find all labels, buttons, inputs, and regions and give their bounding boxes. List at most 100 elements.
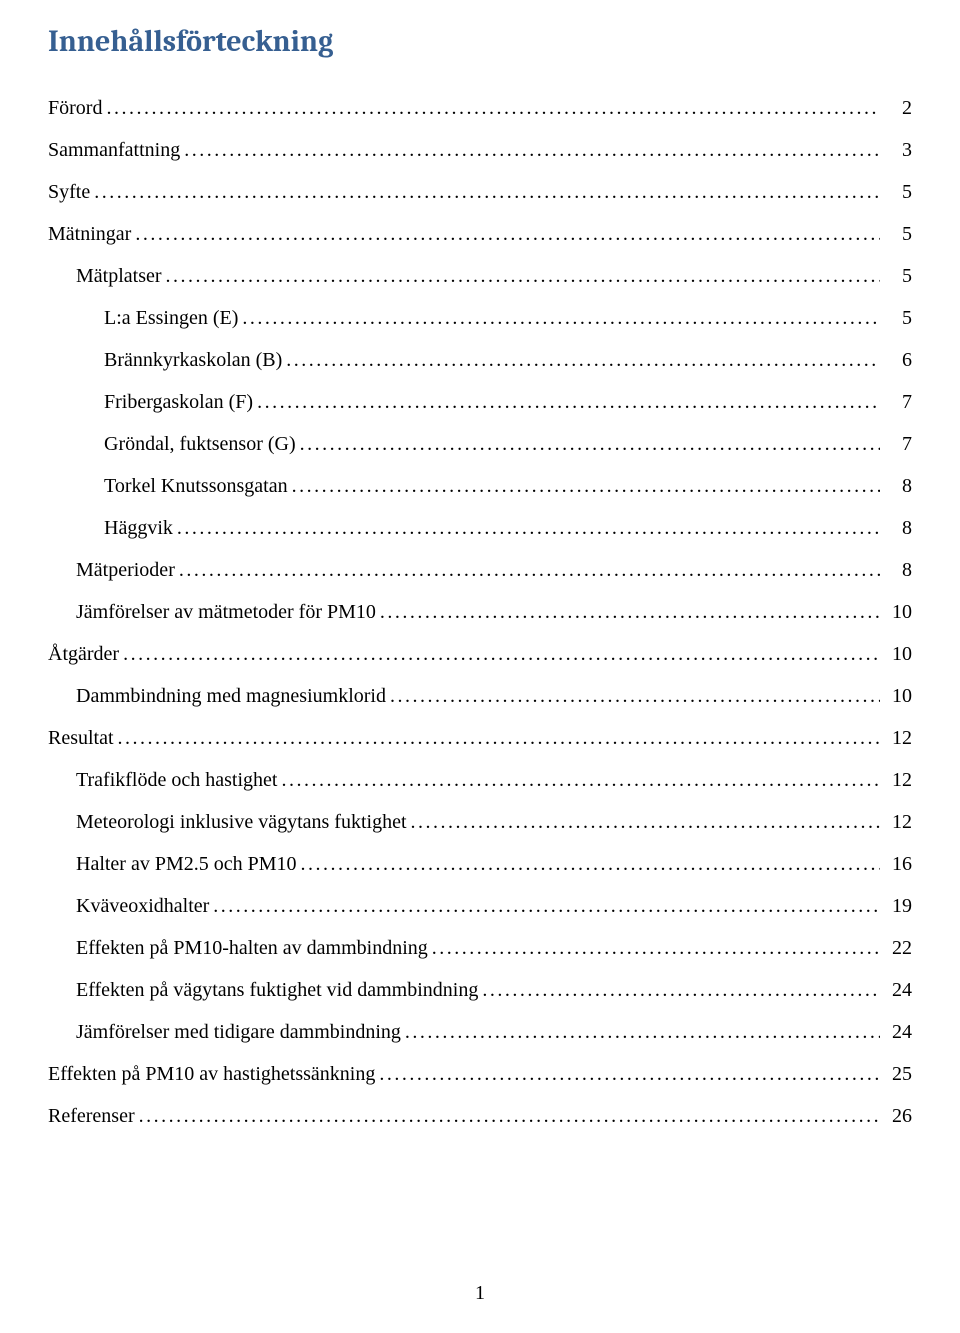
toc-label: Jämförelser av mätmetoder för PM10 [76, 591, 376, 633]
toc-leader [301, 843, 880, 885]
toc-page: 24 [884, 969, 912, 1011]
toc-label: Häggvik [104, 507, 173, 549]
toc-row[interactable]: Kväveoxidhalter19 [48, 885, 912, 927]
toc-leader [242, 297, 880, 339]
toc-page: 26 [884, 1095, 912, 1137]
toc-row[interactable]: Sammanfattning 3 [48, 129, 912, 171]
toc-leader [380, 591, 880, 633]
toc-row[interactable]: L:a Essingen (E) 5 [48, 297, 912, 339]
toc-leader [184, 129, 880, 171]
toc-page: 5 [884, 255, 912, 297]
toc-page: 16 [884, 843, 912, 885]
toc-page: 6 [884, 339, 912, 381]
toc-leader [482, 969, 880, 1011]
toc-label: Åtgärder [48, 633, 119, 675]
toc-label: Effekten på vägytans fuktighet vid dammb… [76, 969, 478, 1011]
toc-label: Meteorologi inklusive vägytans fuktighet [76, 801, 407, 843]
toc-page: 5 [884, 297, 912, 339]
toc-leader [292, 465, 880, 507]
toc-label: Fribergaskolan (F) [104, 381, 253, 423]
toc-label: Halter av PM2.5 och PM10 [76, 843, 297, 885]
toc-page: 12 [884, 717, 912, 759]
toc-leader [135, 213, 880, 255]
toc-page: 12 [884, 759, 912, 801]
toc-row[interactable]: Mätplatser 5 [48, 255, 912, 297]
toc-label: Trafikflöde och hastighet [76, 759, 277, 801]
toc-leader [139, 1095, 880, 1137]
toc-label: Mätplatser [76, 255, 162, 297]
toc-page: 10 [884, 675, 912, 717]
toc-label: Gröndal, fuktsensor (G) [104, 423, 296, 465]
toc-page: 2 [884, 87, 912, 129]
toc-label: Resultat [48, 717, 114, 759]
toc-row[interactable]: Dammbindning med magnesiumklorid 10 [48, 675, 912, 717]
toc-page: 3 [884, 129, 912, 171]
toc-leader [257, 381, 880, 423]
toc-row[interactable]: Effekten på PM10-halten av dammbindning 2… [48, 927, 912, 969]
toc-leader [281, 759, 880, 801]
toc-row[interactable]: Referenser 26 [48, 1095, 912, 1137]
toc-leader [379, 1053, 880, 1095]
toc-page: 8 [884, 507, 912, 549]
page-number: 1 [0, 1282, 960, 1305]
toc-page: 25 [884, 1053, 912, 1095]
toc-row[interactable]: Meteorologi inklusive vägytans fuktighet… [48, 801, 912, 843]
toc-row[interactable]: Syfte 5 [48, 171, 912, 213]
toc-leader [177, 507, 880, 549]
toc-page: 10 [884, 591, 912, 633]
toc-page: 12 [884, 801, 912, 843]
toc-row[interactable]: Torkel Knutssonsgatan 8 [48, 465, 912, 507]
toc-leader [179, 549, 880, 591]
toc-leader [411, 801, 881, 843]
toc-row[interactable]: Åtgärder 10 [48, 633, 912, 675]
toc-list: Förord2Sammanfattning3Syfte5Mätningar5Mä… [48, 87, 912, 1137]
toc-label: Torkel Knutssonsgatan [104, 465, 288, 507]
toc-leader [106, 87, 880, 129]
toc-row[interactable]: Mätperioder 8 [48, 549, 912, 591]
toc-page: 22 [884, 927, 912, 969]
toc-label: Syfte [48, 171, 90, 213]
toc-page: 5 [884, 171, 912, 213]
toc-row[interactable]: Förord 2 [48, 87, 912, 129]
toc-leader [405, 1011, 880, 1053]
toc-row[interactable]: Fribergaskolan (F) 7 [48, 381, 912, 423]
toc-row[interactable]: Häggvik 8 [48, 507, 912, 549]
toc-label: Sammanfattning [48, 129, 180, 171]
toc-label: Mätperioder [76, 549, 175, 591]
toc-label: Mätningar [48, 213, 131, 255]
toc-leader [123, 633, 880, 675]
toc-page: 19 [884, 885, 912, 927]
toc-row[interactable]: Halter av PM2.5 och PM10 16 [48, 843, 912, 885]
toc-page: 7 [884, 381, 912, 423]
toc-row[interactable]: Jämförelser av mätmetoder för PM10 10 [48, 591, 912, 633]
toc-page: 8 [884, 465, 912, 507]
toc-label: L:a Essingen (E) [104, 297, 238, 339]
toc-row[interactable]: Effekten på PM10 av hastighetssänkning 25 [48, 1053, 912, 1095]
toc-label: Referenser [48, 1095, 135, 1137]
toc-page: 7 [884, 423, 912, 465]
toc-label: Effekten på PM10 av hastighetssänkning [48, 1053, 375, 1095]
toc-leader [286, 339, 880, 381]
toc-page: 5 [884, 213, 912, 255]
toc-row[interactable]: Jämförelser med tidigare dammbindning 24 [48, 1011, 912, 1053]
toc-leader [166, 255, 880, 297]
toc-leader [300, 423, 880, 465]
toc-row[interactable]: Effekten på vägytans fuktighet vid dammb… [48, 969, 912, 1011]
toc-page: 24 [884, 1011, 912, 1053]
toc-row[interactable]: Brännkyrkaskolan (B) 6 [48, 339, 912, 381]
toc-leader [390, 675, 880, 717]
toc-page: 10 [884, 633, 912, 675]
toc-leader [94, 171, 880, 213]
toc-row[interactable]: Mätningar 5 [48, 213, 912, 255]
toc-label: Dammbindning med magnesiumklorid [76, 675, 386, 717]
toc-row[interactable]: Gröndal, fuktsensor (G) 7 [48, 423, 912, 465]
toc-leader [213, 885, 880, 927]
toc-page: 8 [884, 549, 912, 591]
toc-label: Brännkyrkaskolan (B) [104, 339, 282, 381]
toc-leader [432, 927, 880, 969]
toc-row[interactable]: Trafikflöde och hastighet 12 [48, 759, 912, 801]
toc-label: Förord [48, 87, 102, 129]
toc-label: Jämförelser med tidigare dammbindning [76, 1011, 401, 1053]
toc-row[interactable]: Resultat 12 [48, 717, 912, 759]
toc-label: Effekten på PM10-halten av dammbindning [76, 927, 428, 969]
